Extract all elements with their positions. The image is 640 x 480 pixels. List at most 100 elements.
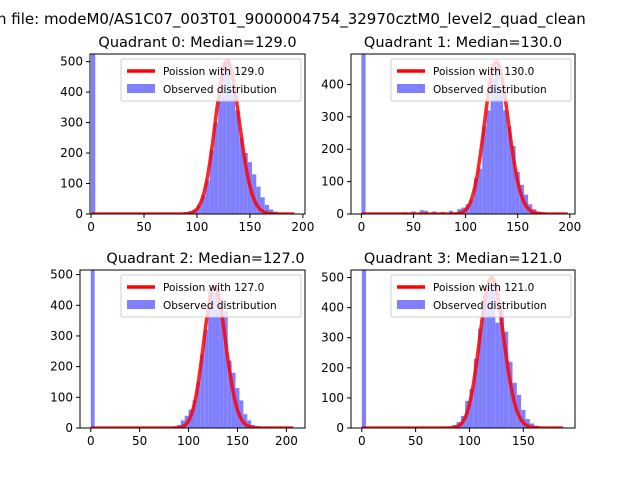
histogram-bar xyxy=(486,286,491,428)
histogram-bar xyxy=(230,89,236,214)
y-tick-label: 300 xyxy=(50,329,73,343)
histogram-bar xyxy=(473,178,479,214)
y-tick-label: 300 xyxy=(60,116,83,130)
subplot-quadrant-3: 0 50 100 150 0 100 200 300 400 500 Quadrant 3: Med… xyxy=(321,251,576,448)
legend-label-observed: Observed distribution xyxy=(163,84,277,96)
y-tick-label: 100 xyxy=(321,175,344,189)
x-tick-label: 0 xyxy=(358,220,366,234)
plot-area xyxy=(360,54,569,214)
histogram-bar xyxy=(495,322,500,428)
histogram-bar xyxy=(213,122,219,214)
histogram-bar xyxy=(239,400,244,428)
subplot-quadrant-1: 0 50 100 150 200 0 100 200 300 400 Quadrant 1: Med… xyxy=(321,35,581,234)
plot-area xyxy=(361,270,564,428)
legend-bar-swatch xyxy=(127,300,155,309)
poisson-curve xyxy=(90,59,296,214)
y-tick-label: 500 xyxy=(60,55,83,69)
histogram-bar xyxy=(200,354,205,428)
subplot-title: Quadrant 2: Median=127.0 xyxy=(106,251,304,267)
y-tick-label: 400 xyxy=(321,301,344,315)
histogram-bar xyxy=(511,145,516,214)
y-tick-label: 300 xyxy=(321,110,344,124)
y-tick-label: 200 xyxy=(60,146,83,160)
histogram-bar xyxy=(469,199,474,214)
x-tick-label: 150 xyxy=(512,434,535,448)
histogram-bar xyxy=(264,204,269,214)
poisson-curve xyxy=(361,275,564,428)
histogram-bar xyxy=(192,400,197,428)
histogram-bar xyxy=(219,299,224,428)
y-tick-label: 0 xyxy=(336,207,344,221)
subplot-title: Quadrant 1: Median=130.0 xyxy=(364,35,562,51)
legend: Poission with 121.0 Observed distribution xyxy=(390,274,572,318)
histogram-bar xyxy=(478,328,483,428)
histogram-bar xyxy=(503,110,508,214)
x-tick-label: 100 xyxy=(177,434,200,448)
y-tick-label: 100 xyxy=(50,390,73,404)
x-tick-label: 0 xyxy=(87,434,95,448)
y-tick-label: 100 xyxy=(60,177,83,191)
x-tick-label: 50 xyxy=(136,220,151,234)
x-tick-label: 150 xyxy=(506,220,529,234)
histogram-bar xyxy=(209,150,214,214)
subplot-quadrant-0: 0 50 100 150 200 0 100 200 300 400 500 Quadrant 0: … xyxy=(60,35,314,234)
x-tick-label: 100 xyxy=(454,220,477,234)
legend-box xyxy=(390,274,572,318)
legend-bar-swatch xyxy=(127,84,155,93)
histogram-bar xyxy=(525,418,530,428)
x-tick-label: 150 xyxy=(238,220,261,234)
legend-label-observed: Observed distribution xyxy=(163,300,277,312)
histogram-bar xyxy=(361,270,367,428)
legend-label-poisson: Poission with 129.0 xyxy=(163,66,264,78)
histogram-bar xyxy=(205,180,210,214)
y-tick-label: 0 xyxy=(75,207,83,221)
subplot-quadrant-2: 0 50 100 150 200 0 100 200 300 400 500 Quadrant 2: … xyxy=(50,251,306,448)
histogram-bar xyxy=(222,61,227,214)
figure-suptitle: n file: modeM0/AS1C07_003T01_9000004754_… xyxy=(0,10,586,29)
legend-label-poisson: Poission with 130.0 xyxy=(433,66,534,78)
histogram-bar xyxy=(235,110,240,214)
histogram-bar xyxy=(473,358,479,428)
histogram-bar xyxy=(491,289,496,428)
legend-box xyxy=(120,58,302,102)
x-tick-label: 100 xyxy=(458,434,481,448)
histogram-bar xyxy=(268,209,274,214)
histogram-bar xyxy=(482,126,487,214)
histogram-bar xyxy=(204,329,209,428)
x-tick-label: 100 xyxy=(186,220,209,234)
x-tick-label: 0 xyxy=(87,220,95,234)
legend-bar-swatch xyxy=(397,300,425,309)
x-tick-label: 50 xyxy=(132,434,147,448)
legend-label-poisson: Poission with 121.0 xyxy=(433,282,534,294)
y-tick-label: 400 xyxy=(60,85,83,99)
x-tick-label: 50 xyxy=(408,434,423,448)
legend-label-observed: Observed distribution xyxy=(433,300,547,312)
legend-label-observed: Observed distribution xyxy=(433,84,547,96)
axes-frame xyxy=(79,269,306,429)
histogram-bar xyxy=(201,195,206,214)
y-tick-label: 200 xyxy=(321,142,344,156)
y-tick-label: 200 xyxy=(321,361,344,375)
y-tick-label: 400 xyxy=(321,77,344,91)
histogram-bar xyxy=(494,66,499,214)
histogram-bar xyxy=(252,174,257,214)
axes-frame xyxy=(89,53,306,215)
subplot-title: Quadrant 0: Median=129.0 xyxy=(98,35,296,51)
legend: Poission with 129.0 Observed distribution xyxy=(120,58,302,102)
x-tick-label: 50 xyxy=(406,220,421,234)
histogram-bar xyxy=(507,126,512,214)
histogram-bar xyxy=(227,360,232,428)
x-tick-label: 200 xyxy=(558,220,581,234)
y-tick-label: 400 xyxy=(50,298,73,312)
y-tick-label: 0 xyxy=(336,421,344,435)
histogram-bar xyxy=(508,361,513,428)
histogram-bar xyxy=(486,110,491,214)
axes-frame xyxy=(350,53,576,215)
legend-box xyxy=(120,274,302,318)
histogram-bar xyxy=(215,288,220,428)
x-tick-label: 200 xyxy=(275,434,298,448)
histogram-bar xyxy=(196,204,202,214)
histogram-bar xyxy=(498,90,504,214)
histogram-bar xyxy=(226,58,231,214)
